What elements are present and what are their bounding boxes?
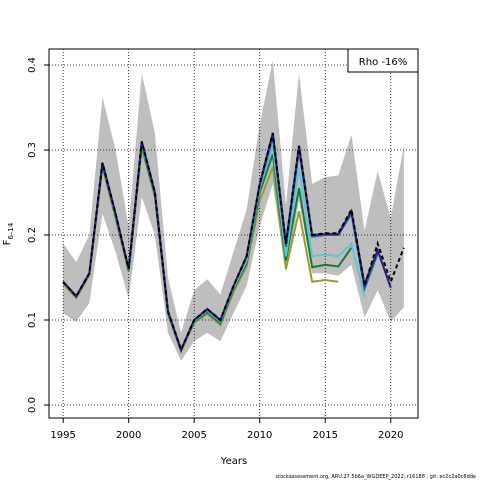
- legend-box: [347, 48, 419, 73]
- legend-text: Rho -16%: [359, 57, 407, 68]
- x-tick-label: 2000: [116, 430, 141, 441]
- series-line: [62, 132, 405, 353]
- x-axis-label: Years: [220, 456, 247, 467]
- x-tick-label: 2010: [247, 430, 272, 441]
- x-tick-label: 2015: [312, 430, 337, 441]
- y-tick-label: 0.1: [27, 312, 38, 328]
- y-tick-label: 0.3: [27, 142, 38, 158]
- footer: stockassessment.org, ARU.27.5b6a_WGDEEP_…: [276, 474, 476, 480]
- x-tick-label: 1995: [50, 430, 75, 441]
- y-label-base: F: [2, 239, 13, 245]
- y-tick-label: 0.4: [27, 57, 38, 73]
- x-tick-label: 2005: [181, 430, 206, 441]
- x-tick-label: 2020: [378, 430, 403, 441]
- y-axis-label: F6–14: [2, 222, 15, 245]
- y-tick-label: 0.2: [27, 227, 38, 243]
- confidence-band: [63, 60, 404, 361]
- y-label-sub: 6–14: [7, 222, 15, 239]
- y-tick-label: 0.0: [27, 397, 38, 413]
- plot-frame: [48, 48, 419, 419]
